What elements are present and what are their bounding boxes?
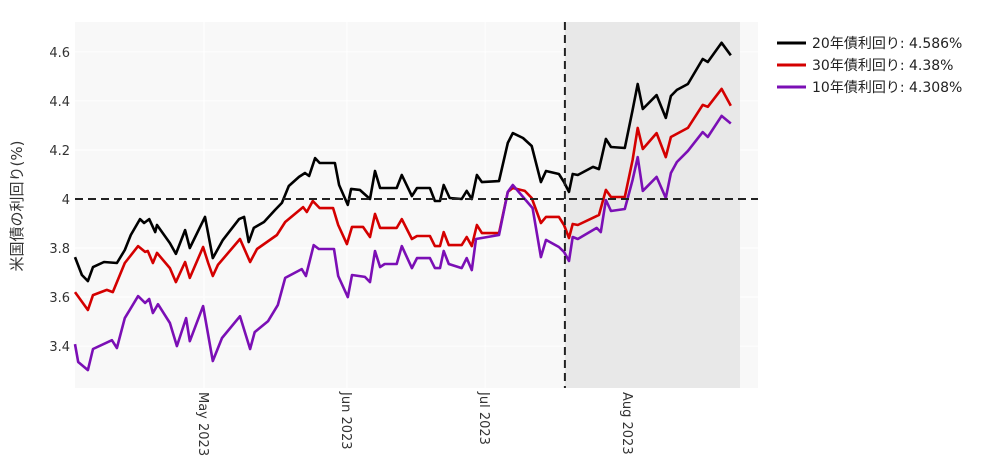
y-tick-label: 3.4	[49, 340, 70, 355]
series-line-2	[73, 114, 732, 372]
y-tick-label: 4.6	[49, 46, 70, 61]
y-axis-ticks: 3.4 3.6 3.8 4 4.2 4.4 4.6	[49, 46, 70, 355]
y-tick-label: 4	[62, 193, 70, 208]
y-tick-label: 4.4	[49, 95, 70, 110]
x-tick-label: Jun 2023	[338, 391, 353, 450]
legend-item[interactable]: 20年債利回り: 4.586%	[777, 36, 962, 52]
legend-label: 10年債利回り: 4.308%	[812, 80, 962, 96]
series-lines	[73, 41, 732, 372]
y-tick-label: 4.2	[49, 144, 70, 159]
legend: 20年債利回り: 4.586% 30年債利回り: 4.38% 10年債利回り: 4.…	[777, 36, 962, 96]
y-axis-label: 米国債の利回り(%)	[8, 141, 26, 272]
x-axis-ticks: May 2023 Jun 2023 Jul 2023 Aug 2023	[195, 391, 634, 456]
legend-item[interactable]: 10年債利回り: 4.308%	[777, 80, 962, 96]
x-tick-label: Aug 2023	[619, 392, 634, 455]
legend-item[interactable]: 30年債利回り: 4.38%	[777, 58, 953, 74]
x-tick-label: May 2023	[195, 392, 210, 456]
legend-label: 30年債利回り: 4.38%	[812, 58, 953, 74]
x-tick-label: Jul 2023	[476, 391, 491, 445]
shaded-region	[564, 22, 741, 388]
y-tick-label: 3.8	[49, 242, 70, 257]
y-tick-label: 3.6	[49, 291, 70, 306]
legend-label: 20年債利回り: 4.586%	[812, 36, 962, 52]
series-line-1	[73, 87, 732, 312]
series-line-0	[73, 41, 732, 283]
